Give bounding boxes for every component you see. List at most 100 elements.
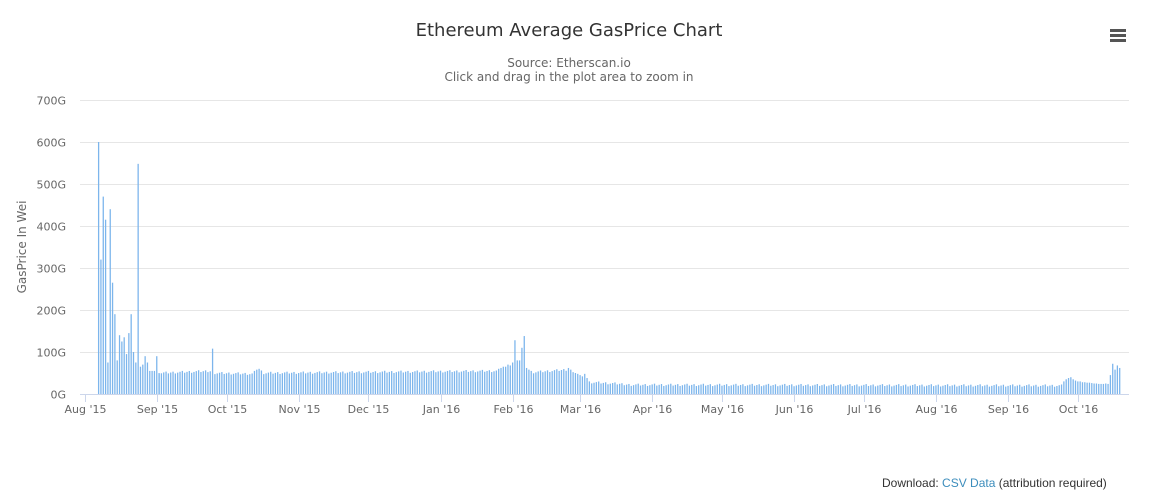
bar[interactable] [1116,365,1119,394]
bar[interactable] [900,386,902,394]
bar[interactable] [509,365,511,394]
bar[interactable] [353,372,356,394]
bar[interactable] [181,370,183,394]
bar[interactable] [923,386,925,394]
bar[interactable] [414,371,416,394]
bar[interactable] [616,384,618,394]
bar[interactable] [1023,385,1025,394]
bar[interactable] [825,386,828,394]
bars[interactable] [97,142,1121,395]
bar[interactable] [556,369,558,394]
bar[interactable] [116,360,118,394]
bar[interactable] [146,362,149,395]
bar[interactable] [939,386,942,394]
bar[interactable] [742,384,744,394]
bar[interactable] [937,384,939,394]
bar[interactable] [295,373,297,394]
bar[interactable] [356,372,358,394]
bar[interactable] [246,374,249,394]
bar[interactable] [881,384,884,394]
bar[interactable] [386,372,388,394]
bar[interactable] [679,385,681,394]
bar[interactable] [221,372,223,394]
bar[interactable] [663,385,665,394]
bar[interactable] [1042,385,1044,394]
bar[interactable] [788,385,791,394]
bar[interactable] [1028,384,1030,394]
bar[interactable] [346,372,349,394]
bar[interactable] [944,385,946,394]
bar[interactable] [251,373,253,394]
bar[interactable] [104,219,107,394]
bar[interactable] [388,371,390,394]
bar[interactable] [584,373,586,394]
bar[interactable] [921,384,923,394]
bar[interactable] [967,385,970,394]
csv-data-link[interactable]: CSV Data [942,476,996,490]
bar[interactable] [1098,383,1100,394]
bar[interactable] [284,372,286,394]
bar[interactable] [702,383,704,394]
bar[interactable] [684,384,686,394]
bar[interactable] [628,383,630,394]
bar[interactable] [830,384,832,394]
bar[interactable] [802,385,805,394]
bar[interactable] [770,385,772,394]
bar[interactable] [381,371,384,394]
bar[interactable] [235,373,237,394]
bar[interactable] [1014,386,1016,394]
bar[interactable] [437,371,439,394]
bar[interactable] [914,384,916,394]
bar[interactable] [670,383,672,394]
bar[interactable] [232,373,235,394]
bar[interactable] [577,373,579,394]
bar[interactable] [211,348,214,394]
bar[interactable] [349,371,351,394]
bar[interactable] [774,384,777,394]
bar[interactable] [191,372,193,394]
bar[interactable] [407,370,409,394]
bar[interactable] [693,384,695,394]
bar[interactable] [109,209,111,394]
bar[interactable] [302,371,304,394]
bar[interactable] [823,384,825,394]
bar[interactable] [1119,367,1121,394]
bar[interactable] [1049,385,1051,394]
bar[interactable] [1019,384,1021,394]
bar[interactable] [658,384,660,394]
bar[interactable] [814,384,816,394]
bar[interactable] [486,370,488,394]
bar[interactable] [816,384,818,394]
bar[interactable] [1044,384,1046,394]
bar[interactable] [525,367,528,394]
bar[interactable] [1074,380,1077,394]
bar[interactable] [151,370,153,394]
bar[interactable] [632,385,635,394]
bar[interactable] [907,386,909,394]
bar[interactable] [544,371,546,394]
bar[interactable] [318,371,321,394]
bar[interactable] [149,370,151,394]
bar[interactable] [121,341,123,395]
bar[interactable] [102,196,104,394]
bar[interactable] [363,372,365,394]
bar[interactable] [411,372,414,394]
bar[interactable] [214,374,216,394]
bar[interactable] [995,384,998,394]
bar[interactable] [893,385,895,394]
bar[interactable] [244,372,246,394]
bar[interactable] [277,372,279,394]
bar[interactable] [179,371,181,394]
bar[interactable] [998,386,1000,394]
bar[interactable] [674,384,677,394]
bar[interactable] [328,373,330,394]
bar[interactable] [253,370,256,394]
bar[interactable] [281,373,283,394]
bar[interactable] [1086,382,1088,394]
bar[interactable] [265,373,267,394]
bar[interactable] [712,386,714,394]
bar[interactable] [549,372,551,394]
bar[interactable] [1095,383,1098,395]
bar[interactable] [926,385,928,394]
bar[interactable] [274,372,277,394]
